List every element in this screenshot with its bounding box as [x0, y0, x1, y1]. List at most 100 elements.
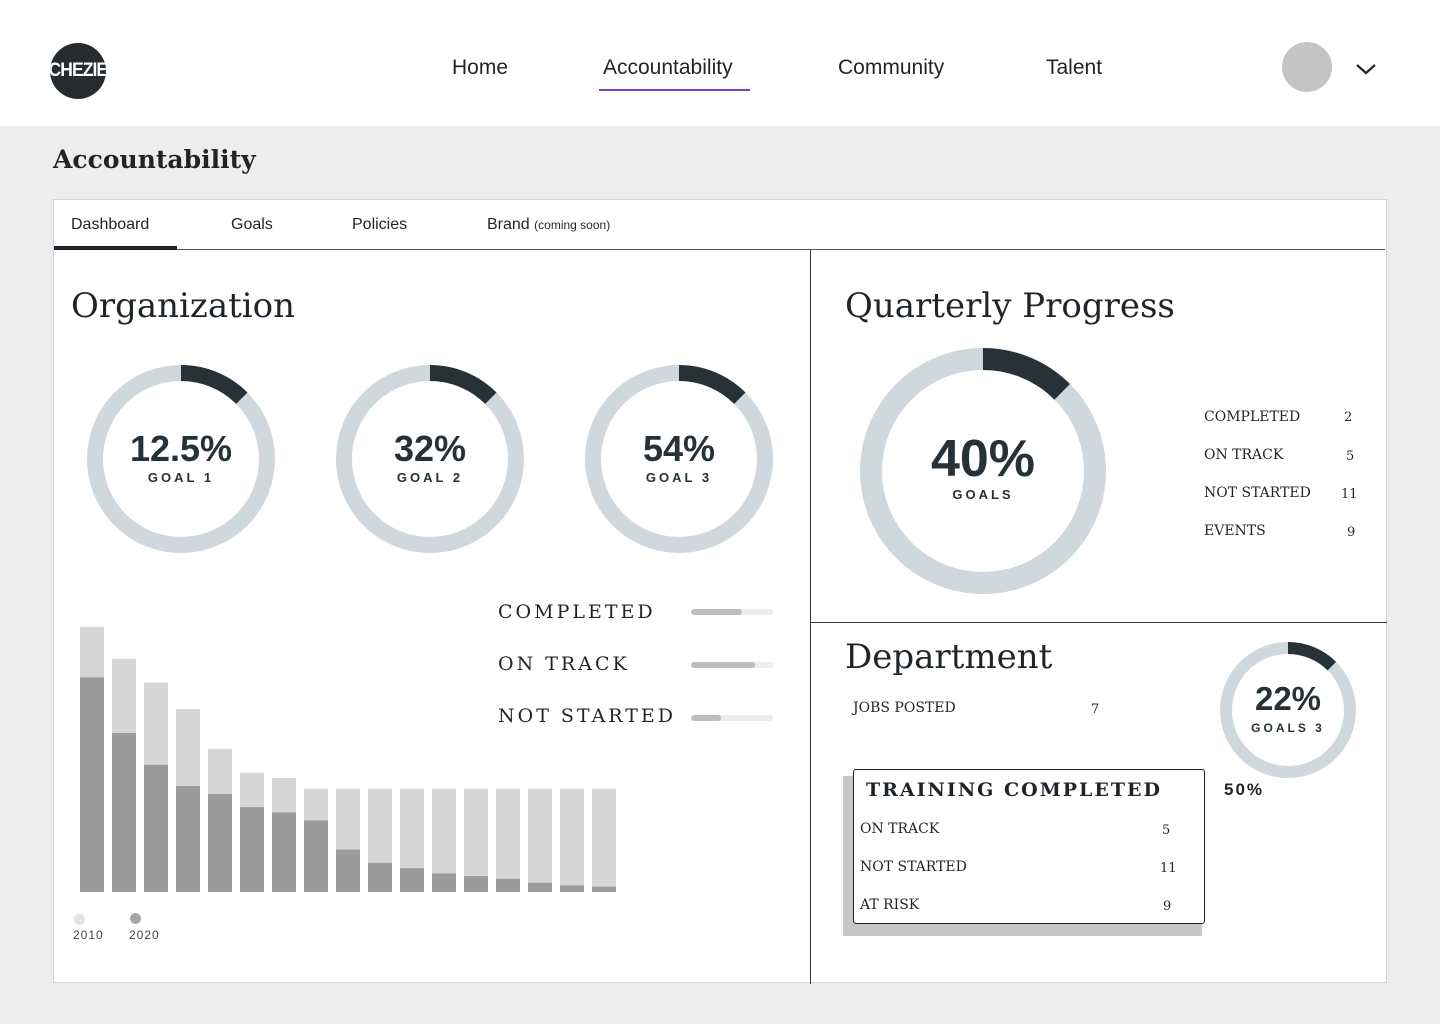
- stat-on-track-value: 5: [1346, 449, 1355, 464]
- tab-active-indicator: [54, 246, 177, 250]
- training-at-risk-value: 9: [1163, 899, 1172, 914]
- training-completed-card[interactable]: TRAINING COMPLETED ON TRACK 5 NOT STARTE…: [853, 769, 1205, 924]
- bar-2020-7: [272, 812, 296, 892]
- department-ring-value: 22%: [1254, 680, 1322, 717]
- tab-brand-note: (coming soon): [534, 218, 611, 232]
- quarterly-ring: 40% GOALS: [859, 347, 1107, 595]
- quarterly-value: 40%: [930, 430, 1036, 488]
- goal-3-ring: 54% GOAL 3: [585, 365, 773, 553]
- tab-dashboard[interactable]: Dashboard: [71, 216, 149, 234]
- organization-title: Organization: [71, 286, 296, 326]
- stat-events-value: 9: [1347, 525, 1356, 540]
- bar-2020-8: [304, 820, 328, 892]
- quarterly-label: GOALS: [952, 487, 1014, 502]
- bar-2020-9: [336, 849, 360, 892]
- bar-2010-16: [560, 788, 584, 892]
- year-2010-dot: [74, 914, 85, 925]
- bar-2010-14: [496, 788, 520, 892]
- year-2020-dot: [130, 913, 141, 924]
- bar-2020-3: [144, 764, 168, 892]
- legend-not-started: NOT STARTED: [498, 705, 677, 727]
- logo-text: CHEZIE: [50, 60, 106, 81]
- bar-2020-13: [464, 876, 488, 892]
- completed-progress-track: [691, 609, 773, 615]
- training-on-track-value: 5: [1162, 823, 1171, 838]
- jobs-posted-label: JOBS POSTED: [853, 700, 956, 716]
- legend-completed: COMPLETED: [498, 601, 656, 623]
- section-divider: [811, 622, 1387, 623]
- goal-3-value: 54%: [642, 428, 716, 469]
- tab-policies[interactable]: Policies: [352, 216, 407, 234]
- bar-2010-17: [592, 788, 616, 892]
- organization-bar-chart: [80, 627, 616, 892]
- department-ring-label: GOALS 3: [1251, 721, 1325, 735]
- goal-2-value: 32%: [393, 428, 467, 469]
- department-ring: 22% GOALS 3: [1218, 640, 1358, 780]
- bar-2020-1: [80, 677, 104, 892]
- top-navigation-bar: CHEZIE Home Accountability Community Tal…: [0, 0, 1440, 126]
- avatar[interactable]: [1282, 42, 1332, 92]
- completed-progress-fill: [691, 609, 742, 615]
- not-started-progress-fill: [691, 715, 721, 721]
- goal-1-value: 12.5%: [129, 428, 233, 469]
- not-started-progress-track: [691, 715, 773, 721]
- goal-1-progress-arc: [87, 365, 275, 553]
- tab-goals-label: Goals: [231, 216, 273, 233]
- year-2020-label: 2020: [129, 928, 160, 942]
- stat-completed-label: COMPLETED: [1204, 409, 1301, 425]
- bar-2020-10: [368, 862, 392, 892]
- goal-1-label: GOAL 1: [147, 470, 215, 485]
- department-extra-percent: 50%: [1224, 780, 1265, 799]
- tab-policies-label: Policies: [352, 216, 408, 233]
- bar-2020-17: [592, 886, 616, 892]
- tab-brand-label: Brand: [487, 216, 530, 233]
- bar-2010-13: [464, 788, 488, 892]
- quarterly-progress-title: Quarterly Progress: [845, 286, 1175, 326]
- bar-2020-5: [208, 793, 232, 892]
- bar-2020-15: [528, 882, 552, 892]
- stat-events-label: EVENTS: [1204, 523, 1266, 539]
- training-on-track-label: ON TRACK: [860, 821, 940, 837]
- goal-2-ring: 32% GOAL 2: [336, 365, 524, 553]
- bar-2020-12: [432, 873, 456, 892]
- bar-2020-6: [240, 807, 264, 892]
- bar-2020-4: [176, 786, 200, 892]
- on-track-progress-track: [691, 662, 773, 668]
- goal-1-ring: 12.5% GOAL 1: [87, 365, 275, 553]
- goal-3-progress-arc: [585, 365, 773, 553]
- bar-2020-11: [400, 868, 424, 892]
- nav-community[interactable]: Community: [838, 56, 945, 79]
- goal-2-label: GOAL 2: [396, 470, 464, 485]
- column-divider: [810, 250, 811, 984]
- jobs-posted-value: 7: [1091, 702, 1100, 717]
- nav-home[interactable]: Home: [452, 56, 509, 79]
- nav-talent[interactable]: Talent: [1046, 56, 1103, 79]
- on-track-progress-fill: [691, 662, 755, 668]
- training-not-started-label: NOT STARTED: [860, 859, 967, 875]
- legend-on-track: ON TRACK: [498, 653, 630, 675]
- training-at-risk-label: AT RISK: [860, 897, 920, 913]
- brand-logo[interactable]: CHEZIE: [50, 43, 106, 99]
- stat-not-started-value: 11: [1341, 487, 1358, 502]
- stat-not-started-label: NOT STARTED: [1204, 485, 1311, 501]
- tabs-divider: [54, 249, 1385, 250]
- nav-accountability[interactable]: Accountability: [603, 56, 733, 79]
- goal-3-label: GOAL 3: [645, 470, 713, 485]
- tab-dashboard-label: Dashboard: [71, 216, 150, 233]
- department-progress-arc: [1220, 642, 1356, 778]
- nav-active-indicator: [599, 89, 750, 91]
- tab-brand[interactable]: Brand (coming soon): [487, 216, 610, 234]
- page-title: Accountability: [53, 145, 256, 174]
- bar-2020-14: [496, 878, 520, 892]
- quarterly-progress-arc: [860, 348, 1106, 594]
- tab-goals[interactable]: Goals: [231, 216, 273, 234]
- training-title: TRAINING COMPLETED: [866, 779, 1162, 801]
- training-not-started-value: 11: [1160, 861, 1177, 876]
- goal-2-progress-arc: [336, 365, 524, 553]
- dashboard-card: Dashboard Goals Policies Brand (coming s…: [53, 199, 1387, 984]
- year-2010-label: 2010: [73, 928, 104, 942]
- chevron-down-icon[interactable]: [1355, 62, 1377, 76]
- stat-completed-value: 2: [1344, 410, 1353, 425]
- bar-2010-15: [528, 788, 552, 892]
- stat-on-track-label: ON TRACK: [1204, 447, 1284, 463]
